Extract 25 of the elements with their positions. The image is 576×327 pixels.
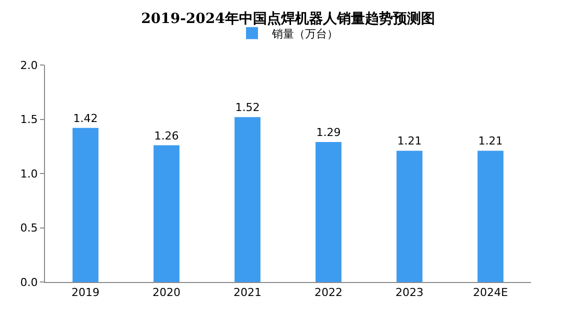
y-tick-label: 1.5: [20, 113, 38, 126]
legend-label: 销量（万台）: [271, 27, 338, 40]
y-tick-label: 0.0: [20, 276, 38, 289]
bar: [154, 145, 180, 282]
data-label: 1.21: [478, 134, 503, 148]
data-label: 1.21: [397, 134, 422, 148]
data-label: 1.52: [235, 101, 260, 114]
y-tick-label: 1.0: [20, 167, 38, 180]
data-label: 1.42: [73, 112, 98, 125]
x-tick-label: 2024E: [473, 286, 508, 300]
x-tick-label: 2019: [72, 286, 100, 300]
x-tick-label: 2022: [314, 286, 342, 300]
bar: [478, 150, 504, 282]
bar: [316, 142, 342, 282]
y-tick-label: 2.0: [20, 58, 38, 72]
x-tick-label: 2020: [152, 286, 180, 300]
bar: [72, 128, 98, 282]
y-tick-label: 0.5: [20, 222, 38, 235]
bar: [396, 150, 422, 282]
data-label: 1.29: [316, 126, 341, 140]
data-label: 1.26: [154, 129, 179, 142]
x-tick-label: 2021: [234, 286, 262, 300]
x-tick-label: 2023: [396, 286, 424, 300]
bar: [234, 117, 260, 282]
chart-title: 2019-2024年中国点焊机器人销量趋势预测图: [141, 10, 435, 27]
